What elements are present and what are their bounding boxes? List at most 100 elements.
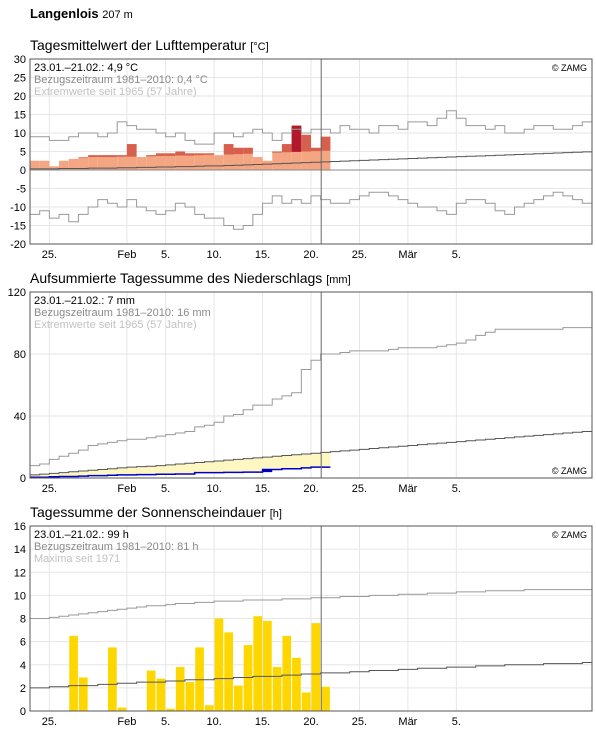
precip-xtick-label: 15. (255, 483, 270, 495)
sunshine-bar (243, 645, 253, 711)
sun-frame (29, 525, 593, 712)
sunshine-bar (272, 667, 282, 711)
temperature-warm-bar (233, 147, 244, 155)
temperature-bar (88, 155, 98, 170)
sunshine-bar (185, 682, 195, 711)
sunshine-bar (224, 632, 233, 711)
temperature-max-line (30, 110, 592, 145)
temperature-bar (214, 155, 224, 170)
temperature-bar (107, 155, 118, 170)
temperature-bar (301, 134, 311, 170)
temperature-warm-bar (126, 144, 137, 157)
precip-info-line: Bezugszeitraum 1981–2010: 16 mm (34, 307, 211, 319)
temp-xtick-label: 25. (352, 249, 367, 261)
sunshine-bar (78, 677, 88, 711)
temperature-bar (204, 153, 215, 170)
sunshine-unit: [h] (269, 508, 282, 520)
temperature-warm-bar (301, 134, 311, 152)
temperature-warm-bar (223, 144, 234, 155)
sunshine-bar (253, 616, 263, 711)
sunshine-bar (108, 647, 117, 711)
temp-frame (29, 58, 593, 245)
temperature-bar (243, 147, 253, 170)
sun-xtick-label: Feb (117, 716, 136, 728)
temperature-warm-bar (88, 155, 98, 158)
temperature-warm-bar (204, 153, 215, 155)
precip-panel: 0 40 80 120 25. Feb 5. 10. 15. 20. 25. Mär 5. 23.01.–… (8, 287, 593, 495)
temperature-bar (30, 160, 40, 170)
precip-xtick-label: 5. (452, 483, 461, 495)
sunshine-bar (204, 705, 214, 711)
sunshine-bar (214, 618, 224, 711)
precip-xtick-label: 25. (352, 483, 367, 495)
sunshine-bar (117, 707, 127, 711)
sun-ytick-label: 14 (14, 544, 26, 556)
sunshine-max-line (30, 589, 592, 619)
temperature-warm-bar (155, 153, 166, 156)
sun-ytick-label: 0 (20, 706, 26, 718)
sunshine-bar (301, 692, 311, 711)
sun-xtick-label: 5. (161, 716, 170, 728)
sun-xtick-label: 25. (42, 716, 57, 728)
sun-info-line: Maxima seit 1971 (34, 553, 120, 565)
temp-info-line: Bezugszeitraum 1981–2010: 0,4 °C (34, 74, 208, 86)
temperature-bar (165, 153, 176, 170)
precipitation-deficit-area (30, 452, 331, 478)
sun-ytick-label: 16 (14, 521, 26, 533)
temp-ytick-label: -20 (10, 239, 26, 251)
temp-ytick-label: 30 (14, 54, 26, 66)
temperature-bar (59, 160, 69, 170)
temperature-reference-line (30, 151, 592, 170)
precipitation-cumulative-line (30, 466, 331, 478)
sun-ytick-label: 12 (14, 567, 26, 579)
temperature-bar (78, 157, 89, 170)
temperature-warm-bar (146, 155, 156, 157)
station-name: Langenlois (30, 6, 99, 21)
temp-info-line: Extremwerte seit 1965 (57 Jahre) (34, 86, 197, 98)
sun-xtick-label: 25. (352, 716, 367, 728)
temp-xtick-label: 10. (206, 249, 221, 261)
temperature-bar (49, 166, 60, 170)
station-header: Langenlois 207 m (30, 6, 133, 21)
precipitation-title: Aufsummierte Tagessumme des Niederschlag… (30, 270, 351, 286)
temperature-bar (272, 151, 282, 170)
temp-ytick-label: -15 (10, 221, 26, 233)
temperature-bar (223, 144, 234, 170)
temperature-bar (185, 153, 195, 170)
precip-ytick-label: 80 (14, 349, 26, 361)
sun-xtick-label: Mär (398, 716, 417, 728)
temperature-warm-bar (194, 153, 205, 156)
sunshine-bar (263, 620, 272, 711)
precipitation-unit: [mm] (326, 274, 351, 286)
temperature-warm-bar (117, 155, 127, 157)
sunshine-bar (321, 686, 330, 711)
temp-xtick-label: 25. (42, 249, 57, 261)
temp-ytick-label: -5 (16, 184, 26, 196)
sunshine-bar (195, 647, 204, 711)
precip-credit: © ZAMG (552, 466, 587, 476)
temperature-bar (194, 153, 205, 170)
precip-xtick-label: 20. (303, 483, 318, 495)
temp-ytick-label: 5 (20, 147, 26, 159)
temperature-warm-bar (107, 155, 118, 158)
sun-ytick-label: 4 (20, 660, 26, 672)
temp-ytick-label: -10 (10, 202, 26, 214)
temp-ytick-label: 20 (14, 91, 26, 103)
temp-xtick-label: 20. (303, 249, 318, 261)
precip-frame (29, 291, 593, 479)
temperature-bar (281, 144, 292, 170)
precip-ytick-label: 120 (8, 287, 26, 299)
temperature-title: Tagesmittelwert der Lufttemperatur [°C] (30, 37, 269, 53)
precip-xtick-label: Feb (117, 483, 136, 495)
precipitation-reference-line (30, 431, 592, 476)
temperature-warm-bar (281, 144, 292, 153)
sunshine-title-text: Tagessumme der Sonnenscheindauer (30, 504, 266, 520)
temperature-min-line (30, 191, 592, 230)
temperature-bar (136, 157, 147, 170)
temperature-bar (146, 155, 156, 170)
temperature-warm-bar (175, 151, 186, 156)
precipitation-title-text: Aufsummierte Tagessumme des Niederschlag… (30, 270, 323, 286)
precip-xtick-label: 10. (206, 483, 221, 495)
temp-xtick-label: 5. (452, 249, 461, 261)
